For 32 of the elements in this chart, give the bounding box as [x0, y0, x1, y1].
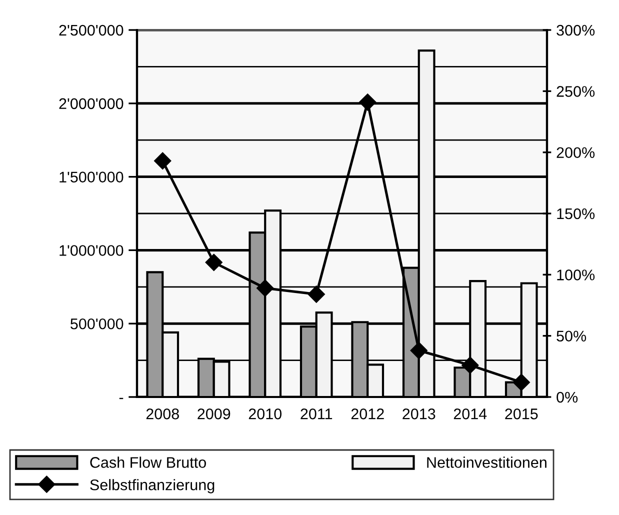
y2-tick-label: 250%: [556, 86, 595, 97]
x-tick-label: 2010: [248, 408, 282, 420]
y2-tick-label: 150%: [557, 208, 595, 220]
y-tick-label: 1'500'000: [60, 172, 124, 182]
point: [256, 280, 274, 297]
point: [359, 94, 376, 111]
x-tick-label: 2014: [454, 408, 487, 420]
y2-tick-label: 0%: [556, 392, 578, 403]
y2-tick-label: 50%: [556, 330, 586, 342]
y2-tick-label: 200%: [556, 147, 595, 158]
y-tick-label: 1'000'000: [60, 245, 124, 256]
point: [410, 342, 428, 360]
x-tick-label: 2009: [198, 408, 230, 420]
point: [512, 374, 530, 391]
y-tick-label: 2'500'000: [59, 24, 124, 36]
y-tick-label: 2'000'000: [59, 98, 124, 110]
point: [154, 152, 172, 170]
x-tick-label: 2013: [402, 408, 436, 420]
y-tick-label: 500'000: [70, 318, 124, 330]
legend-label: Selbstfinanzierung: [90, 479, 214, 494]
x-tick-label: 2015: [505, 408, 538, 420]
x-tick-label: 2008: [146, 408, 179, 420]
x-tick-label: 2012: [351, 408, 384, 420]
point: [308, 286, 325, 303]
point: [205, 254, 222, 271]
y-tick-label: -: [119, 398, 124, 400]
y2-tick-label: 100%: [557, 270, 595, 280]
legend-label: Cash Flow Brutto: [90, 456, 206, 468]
x-tick-label: 2011: [300, 408, 332, 420]
y2-tick-label: 300%: [556, 24, 595, 36]
point: [462, 356, 479, 374]
legend-label: Nettoinvestitionen: [427, 456, 546, 468]
